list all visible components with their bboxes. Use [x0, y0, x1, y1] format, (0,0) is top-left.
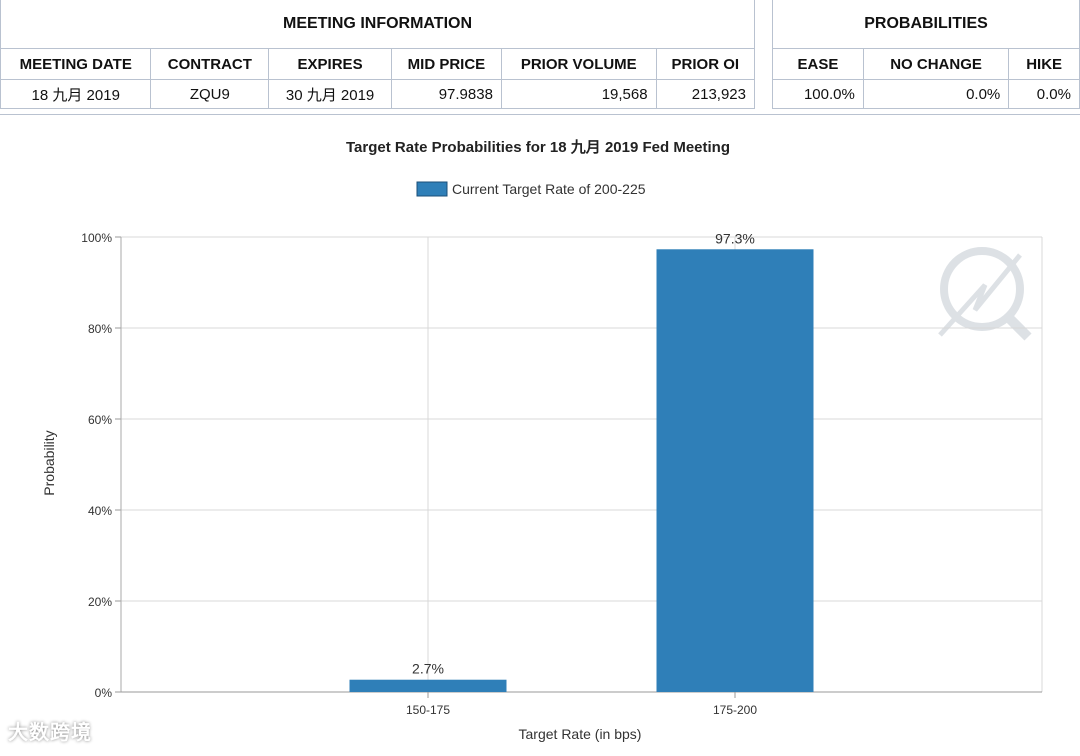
chart-legend: Current Target Rate of 200-225	[416, 181, 646, 197]
meeting-information-title: MEETING INFORMATION	[0, 0, 755, 49]
y-tick-label: 60%	[88, 413, 112, 427]
table-row: 100.0% 0.0% 0.0%	[772, 79, 1080, 109]
cell-prior-volume: 19,568	[500, 79, 657, 109]
header-no-change: NO CHANGE	[862, 48, 1010, 80]
x-tick-label: 175-200	[713, 703, 757, 717]
plot-area: 0% 20% 40% 60% 80% 100% 2.7% 150-175 97.3% 175-20…	[81, 230, 1043, 717]
y-tick-label: 80%	[88, 322, 112, 336]
y-tick-label: 0%	[95, 686, 113, 700]
probabilities-table: PROBABILITIES EASE NO CHANGE HIKE 100.0%…	[772, 0, 1080, 109]
cell-prior-oi: 213,923	[655, 79, 756, 109]
cell-ease: 100.0%	[772, 79, 864, 109]
cell-no-change: 0.0%	[862, 79, 1010, 109]
cell-meeting-date: 18 九月 2019	[0, 79, 152, 109]
data-label: 2.7%	[412, 661, 444, 677]
x-axis-label: Target Rate (in bps)	[519, 726, 642, 742]
y-tick-label: 40%	[88, 504, 112, 518]
header-prior-oi: PRIOR OI	[655, 48, 756, 80]
x-tick-label: 150-175	[406, 703, 450, 717]
y-axis-label: Probability	[41, 430, 57, 495]
probability-bar-chart: Target Rate Probabilities for 18 九月 2019…	[41, 138, 1043, 742]
chart-panel: Target Rate Probabilities for 18 九月 2019…	[0, 114, 1080, 751]
bar	[656, 249, 814, 692]
cell-contract: ZQU9	[150, 79, 270, 109]
y-tick-label: 20%	[88, 595, 112, 609]
legend-label: Current Target Rate of 200-225	[452, 181, 646, 197]
header-contract: CONTRACT	[150, 48, 270, 80]
watermark-logo-icon	[938, 247, 1032, 341]
header-hike: HIKE	[1008, 48, 1080, 80]
header-meeting-date: MEETING DATE	[0, 48, 152, 80]
header-ease: EASE	[772, 48, 864, 80]
header-mid-price: MID PRICE	[390, 48, 502, 80]
bar	[349, 679, 507, 692]
table-row: 18 九月 2019 ZQU9 30 九月 2019 97.9838 19,56…	[0, 79, 756, 109]
meeting-information-table: MEETING INFORMATION MEETING DATE CONTRAC…	[0, 0, 756, 109]
cell-hike: 0.0%	[1008, 79, 1080, 109]
cell-expires: 30 九月 2019	[268, 79, 392, 109]
chart-title: Target Rate Probabilities for 18 九月 2019…	[346, 138, 730, 156]
y-tick-label: 100%	[81, 231, 112, 245]
watermark-text: 大数跨境	[8, 722, 92, 744]
header-expires: EXPIRES	[268, 48, 392, 80]
cell-mid-price: 97.9838	[390, 79, 502, 109]
probabilities-title: PROBABILITIES	[772, 0, 1080, 49]
legend-swatch	[416, 181, 448, 197]
header-prior-volume: PRIOR VOLUME	[500, 48, 657, 80]
data-label: 97.3%	[715, 230, 755, 246]
